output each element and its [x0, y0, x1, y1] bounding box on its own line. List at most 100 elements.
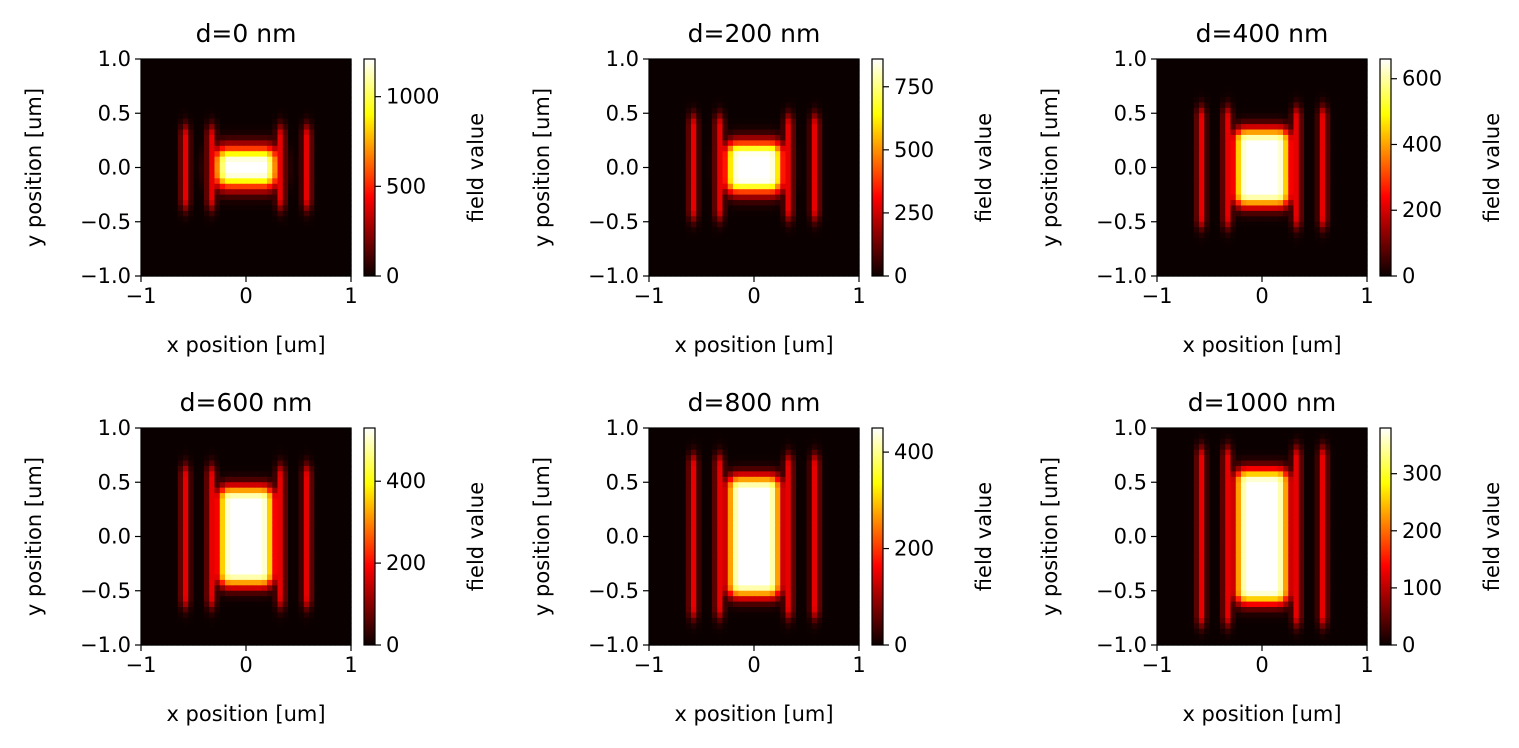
heatmap-cell — [335, 107, 342, 114]
heatmap-cell — [141, 172, 147, 179]
heatmap-cell — [659, 134, 666, 141]
heatmap-cell — [1340, 129, 1347, 136]
heatmap-cell — [838, 265, 844, 272]
heatmap-cell — [780, 210, 787, 217]
heatmap-cell — [272, 145, 279, 152]
heatmap-cell — [680, 162, 687, 169]
heatmap-cell — [151, 265, 158, 272]
heatmap-cell — [288, 205, 294, 212]
heatmap-cell — [796, 254, 802, 261]
heatmap-cell — [780, 194, 787, 201]
heatmap-cell — [1325, 145, 1331, 152]
heatmap-cell — [240, 243, 247, 250]
heatmap-cell — [204, 433, 210, 440]
heatmap-cell — [172, 428, 179, 435]
heatmap-cell — [664, 156, 671, 163]
heatmap-cell — [246, 216, 252, 223]
heatmap-cell — [1340, 134, 1347, 141]
heatmap-cell — [754, 96, 760, 103]
heatmap-cell — [743, 227, 750, 234]
heatmap-cell — [817, 178, 823, 185]
heatmap-cell — [712, 124, 718, 131]
heatmap-cell — [827, 183, 834, 190]
heatmap-cell — [675, 216, 682, 223]
heatmap-cell — [780, 243, 787, 250]
heatmap-cell — [790, 162, 797, 169]
heatmap-cell — [680, 210, 687, 217]
heatmap-cell — [1361, 200, 1368, 207]
heatmap-cell — [1209, 265, 1216, 272]
heatmap-cell — [345, 227, 352, 234]
heatmap-cell — [1235, 96, 1242, 103]
heatmap-cell — [685, 227, 692, 234]
heatmap-cell — [685, 113, 692, 120]
heatmap-cell — [748, 183, 755, 190]
y-tick-label: 0.5 — [606, 101, 639, 125]
heatmap-cell — [743, 238, 750, 245]
heatmap-cell — [1220, 210, 1226, 217]
heatmap-cell — [183, 265, 189, 272]
heatmap-cell — [162, 254, 168, 261]
heatmap-cell — [293, 221, 300, 228]
heatmap-cell — [303, 178, 310, 185]
heatmap-cell — [324, 156, 331, 163]
heatmap-cell — [1267, 151, 1274, 158]
heatmap-cell — [722, 113, 729, 120]
heatmap-cell — [1309, 238, 1316, 245]
heatmap-cell — [712, 134, 718, 141]
heatmap-cell — [1256, 151, 1263, 158]
heatmap-cell — [240, 151, 247, 158]
heatmap-cell — [1220, 205, 1226, 212]
heatmap-cell — [1277, 107, 1284, 114]
heatmap-cell — [256, 107, 263, 114]
heatmap-cell — [1298, 124, 1305, 131]
heatmap-cell — [785, 151, 792, 158]
heatmap-cell — [748, 102, 755, 109]
heatmap-cell — [272, 75, 279, 82]
heatmap-cell — [1256, 210, 1263, 217]
heatmap-cell — [319, 91, 326, 98]
heatmap-cell — [822, 205, 829, 212]
heatmap-cell — [230, 69, 237, 76]
heatmap-cell — [1304, 118, 1310, 125]
heatmap-cell — [151, 178, 158, 185]
heatmap-cell — [817, 102, 823, 109]
heatmap-cell — [780, 216, 787, 223]
heatmap-cell — [796, 259, 802, 266]
heatmap-cell — [251, 216, 258, 223]
heatmap-cell — [733, 205, 739, 212]
heatmap-cell — [748, 140, 755, 147]
heatmap-cell — [1256, 183, 1263, 190]
heatmap-cell — [267, 216, 273, 223]
heatmap-cell — [183, 270, 189, 277]
heatmap-cell — [838, 102, 844, 109]
heatmap-cell — [1209, 113, 1216, 120]
heatmap-cell — [267, 243, 273, 250]
heatmap-cell — [743, 210, 750, 217]
heatmap-cell — [722, 80, 729, 87]
heatmap-cell — [712, 156, 718, 163]
heatmap-cell — [151, 102, 158, 109]
heatmap-cell — [1335, 140, 1342, 147]
heatmap-cell — [759, 156, 766, 163]
heatmap-cell — [1172, 156, 1179, 163]
heatmap-cell — [141, 69, 147, 76]
heatmap-cell — [151, 438, 158, 445]
heatmap-cell — [1277, 254, 1284, 261]
heatmap-cell — [251, 113, 258, 120]
heatmap-cell — [1304, 189, 1310, 196]
heatmap-cell — [345, 162, 352, 169]
heatmap-cell — [1172, 270, 1179, 277]
heatmap-cell — [246, 172, 252, 179]
heatmap-cell — [659, 75, 666, 82]
heatmap-cell — [769, 118, 776, 125]
heatmap-cell — [759, 232, 766, 239]
heatmap-cell — [204, 259, 210, 266]
heatmap-cell — [1340, 156, 1347, 163]
heatmap-cell — [183, 221, 189, 228]
heatmap-cell — [1204, 238, 1211, 245]
heatmap-cell — [712, 167, 718, 174]
heatmap-cell — [1304, 64, 1310, 71]
heatmap-cell — [1167, 227, 1174, 234]
heatmap-cell — [1230, 221, 1237, 228]
